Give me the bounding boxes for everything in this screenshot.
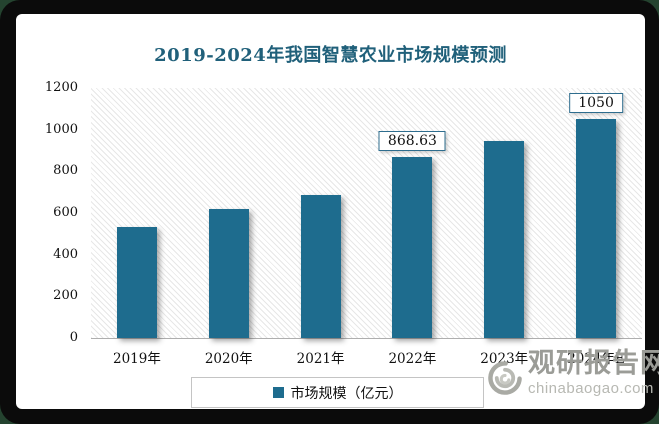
y-tick-label: 800 xyxy=(53,163,78,179)
y-tick-label: 0 xyxy=(69,330,78,345)
data-label-2024年E: 1050 xyxy=(569,93,623,114)
bar-slot: 1050 xyxy=(550,88,642,338)
bar-slot xyxy=(183,88,275,338)
plot-area: 868.63 1050 xyxy=(91,88,642,339)
data-label-2022年: 868.63 xyxy=(378,131,446,152)
x-tick-label: 2019年 xyxy=(112,351,161,367)
y-tick-label: 1200 xyxy=(44,80,78,95)
chart-title: 2019-2024年我国智慧农业市场规模预测 xyxy=(154,45,507,66)
bar-slot xyxy=(458,88,550,338)
watermark-text: 观研报告网 chinabaogao.com xyxy=(528,348,659,397)
watermark: 观研报告网 chinabaogao.com xyxy=(486,350,659,406)
bar-2021年 xyxy=(300,195,341,338)
x-tick-label: 2021年 xyxy=(296,351,345,367)
bar-2024年E xyxy=(576,119,617,338)
y-tick-label: 200 xyxy=(53,288,78,304)
x-tick-label: 2023年 xyxy=(480,351,529,367)
legend: 市场规模（亿元） xyxy=(191,377,484,408)
chart-canvas: 2019-2024年我国智慧农业市场规模预测 0 200 400 600 800 1000… xyxy=(16,14,659,409)
watermark-swirl-logo-icon xyxy=(488,361,522,395)
x-tick-label: 2022年 xyxy=(388,351,437,367)
x-tick-label: 2024年E xyxy=(567,351,625,367)
watermark-site-url: chinabaogao.com xyxy=(528,380,654,397)
bar-slot xyxy=(275,88,367,338)
y-tick-label: 600 xyxy=(53,205,78,220)
x-tick-label: 2020年 xyxy=(204,351,253,367)
watermark-site-name: 观研报告网 xyxy=(528,348,659,378)
x-axis: 2019年 2020年 2021年 2022年 2023年 2024年E xyxy=(91,347,642,367)
bar-slot xyxy=(91,88,183,338)
bar-2023年 xyxy=(484,140,525,338)
bar-2022年 xyxy=(392,157,433,338)
legend-label: 市场规模（亿元） xyxy=(290,384,403,401)
y-tick-label: 400 xyxy=(53,246,78,262)
legend-swatch-icon xyxy=(272,387,284,398)
y-tick-label: 1000 xyxy=(44,121,78,137)
bar-slot: 868.63 xyxy=(367,88,459,338)
bar-2020年 xyxy=(208,209,249,338)
bar-2019年 xyxy=(116,226,157,338)
